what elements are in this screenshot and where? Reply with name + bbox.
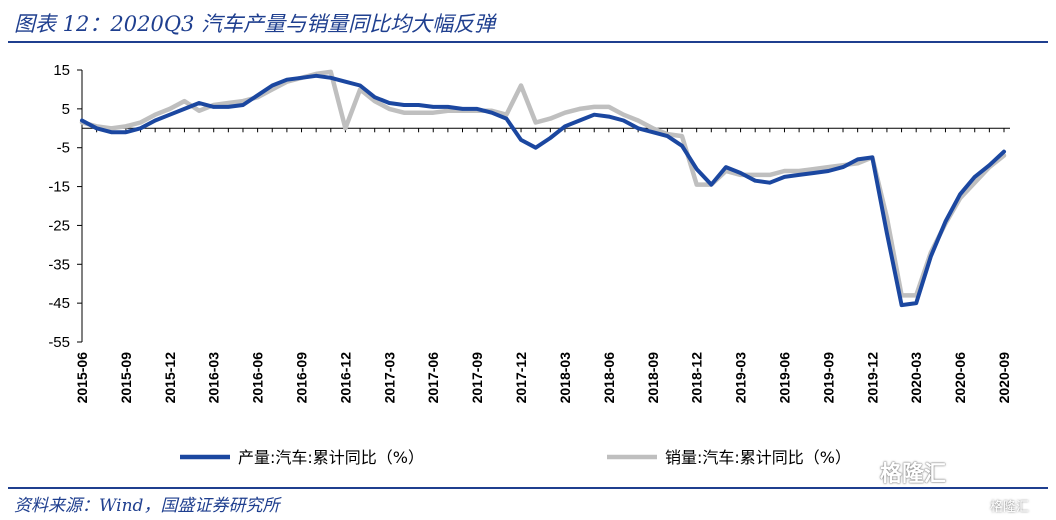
chart-title: 图表 12：2020Q3 汽车产量与销量同比均大幅反弹 bbox=[14, 12, 496, 36]
x-tick-label: 2015-09 bbox=[118, 352, 134, 404]
x-tick-label: 2018-09 bbox=[645, 352, 661, 404]
x-tick-label: 2015-12 bbox=[162, 352, 178, 404]
x-tick-label: 2017-06 bbox=[425, 352, 441, 404]
y-tick-label: -35 bbox=[48, 256, 70, 273]
y-tick-label: -45 bbox=[48, 295, 70, 312]
source-note: 资料来源：Wind，国盛证券研究所 bbox=[14, 496, 280, 516]
x-tick-label: 2017-09 bbox=[469, 352, 485, 404]
x-tick-label: 2018-03 bbox=[557, 352, 573, 404]
y-axis: 15 5 -5 -15 -25 -35 -45 -55 bbox=[48, 62, 83, 351]
y-tick-label: -5 bbox=[57, 140, 70, 157]
watermark-logo: 格隆汇 bbox=[880, 456, 946, 488]
legend: 产量:汽车:累计同比（%） 销量:汽车:累计同比（%） bbox=[180, 448, 851, 467]
title-bar: 图表 12：2020Q3 汽车产量与销量同比均大幅反弹 bbox=[0, 0, 1056, 43]
x-tick-label: 2020-06 bbox=[952, 352, 968, 404]
y-tick-label: -15 bbox=[48, 179, 70, 196]
x-tick-label: 2017-03 bbox=[381, 352, 397, 404]
watermark-corner-text: 格隆汇 bbox=[990, 500, 1030, 515]
y-tick-label: 15 bbox=[53, 62, 70, 79]
x-tick-label: 2019-12 bbox=[864, 352, 880, 404]
title-divider bbox=[8, 41, 1048, 43]
x-tick-label: 2018-12 bbox=[689, 352, 705, 404]
legend-label-sales: 销量:汽车:累计同比（%） bbox=[665, 448, 851, 467]
x-tick-label: 2020-09 bbox=[996, 352, 1012, 404]
footer-divider bbox=[8, 487, 1048, 489]
legend-label-production: 产量:汽车:累计同比（%） bbox=[238, 448, 424, 467]
y-tick-label: -25 bbox=[48, 217, 70, 234]
x-tick-label: 2019-03 bbox=[733, 352, 749, 404]
y-tick-label: -55 bbox=[48, 334, 70, 351]
x-tick-label: 2019-06 bbox=[776, 352, 792, 404]
series-layer bbox=[79, 69, 1007, 308]
x-tick-label: 2017-12 bbox=[513, 352, 529, 404]
x-tick-label: 2020-03 bbox=[908, 352, 924, 404]
watermark-text: 格隆汇 bbox=[880, 462, 947, 487]
x-tick-label: 2015-06 bbox=[74, 352, 90, 404]
x-tick-label: 2016-06 bbox=[250, 352, 266, 404]
x-tick-label: 2019-09 bbox=[820, 352, 836, 404]
x-tick-label: 2016-03 bbox=[206, 352, 222, 404]
x-tick-label: 2016-12 bbox=[337, 352, 353, 404]
series-production-line bbox=[80, 73, 1006, 308]
watermark-corner: 格隆汇 bbox=[990, 496, 1029, 515]
y-tick-label: 5 bbox=[62, 101, 70, 118]
x-tick-label: 2018-06 bbox=[601, 352, 617, 404]
x-tick-label: 2016-09 bbox=[294, 352, 310, 404]
x-axis: 2015-06 2015-09 2015-12 2016-03 2016-06 2016-… bbox=[74, 127, 1012, 404]
